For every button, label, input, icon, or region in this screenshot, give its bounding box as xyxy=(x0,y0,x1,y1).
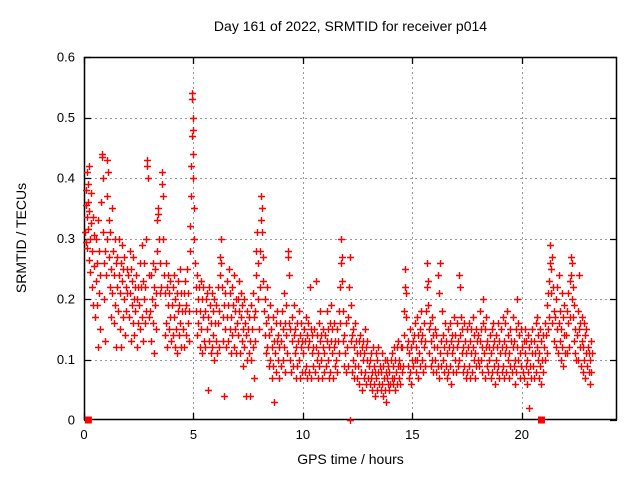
x-tick-label: 20 xyxy=(515,427,529,442)
tick-labels: 0 5 10 15 20 0 0.1 0.2 0.3 0.4 0.5 0.6 xyxy=(57,50,529,443)
zero-square-marker xyxy=(537,416,545,424)
y-tick-label: 0.1 xyxy=(57,352,75,367)
y-tick-label: 0 xyxy=(68,413,75,428)
plot-frame xyxy=(83,56,618,421)
y-tick-label: 0.6 xyxy=(57,50,75,65)
zero-squares xyxy=(84,416,545,424)
zero-square-marker xyxy=(84,416,92,424)
y-tick-label: 0.2 xyxy=(57,292,75,307)
y-tick-label: 0.5 xyxy=(57,110,75,125)
x-axis-label: GPS time / hours xyxy=(297,451,404,467)
y-tick-label: 0.4 xyxy=(57,171,75,186)
x-tick-label: 15 xyxy=(405,427,419,442)
data-points xyxy=(82,90,596,424)
x-tick-label: 5 xyxy=(190,427,197,442)
grid-lines xyxy=(85,58,616,419)
x-tick-label: 10 xyxy=(296,427,310,442)
y-tick-label: 0.3 xyxy=(57,231,75,246)
chart-title: Day 161 of 2022, SRMTID for receiver p01… xyxy=(213,18,488,34)
x-tick-label: 0 xyxy=(80,427,87,442)
